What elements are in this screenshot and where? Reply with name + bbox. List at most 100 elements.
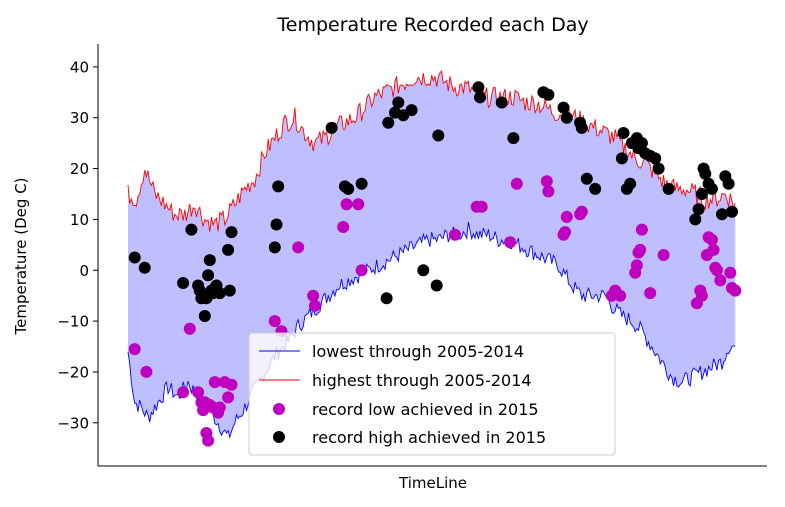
- x-axis-label: TimeLine: [398, 474, 467, 492]
- y-tick-label: 0: [79, 262, 89, 280]
- record-low-point: [634, 243, 647, 256]
- record-low-point: [352, 198, 365, 211]
- record-low-point: [140, 365, 153, 378]
- record-high-point: [722, 177, 735, 190]
- record-high-point: [615, 152, 628, 165]
- record-low-point: [695, 289, 708, 302]
- record-low-point: [202, 434, 215, 447]
- record-high-point: [417, 264, 430, 277]
- record-high-point: [268, 241, 281, 254]
- record-high-point: [392, 96, 405, 109]
- record-high-point: [560, 111, 573, 124]
- record-low-point: [292, 241, 305, 254]
- record-low-point: [192, 386, 205, 399]
- record-high-point: [689, 213, 702, 226]
- record-low-point: [560, 210, 573, 223]
- record-high-point: [652, 162, 665, 175]
- record-high-point: [225, 226, 238, 239]
- y-tick-label: 20: [70, 160, 89, 178]
- record-low-point: [268, 315, 281, 328]
- record-high-point: [580, 172, 593, 185]
- record-low-point: [635, 223, 648, 236]
- record-high-point: [185, 223, 198, 236]
- record-low-point: [575, 205, 588, 218]
- record-high-point: [635, 137, 648, 150]
- legend-label-record-high: record high achieved in 2015: [312, 428, 546, 447]
- record-low-point: [213, 401, 226, 414]
- record-high-point: [692, 203, 705, 216]
- y-tick-label: 40: [70, 58, 89, 76]
- record-low-point: [644, 287, 657, 300]
- record-low-point: [711, 264, 723, 277]
- record-low-point: [225, 378, 238, 391]
- record-low-point: [707, 243, 720, 256]
- record-high-point: [430, 279, 443, 292]
- record-low-point: [504, 236, 517, 249]
- record-low-point: [614, 289, 627, 302]
- record-low-point: [340, 198, 353, 211]
- record-high-point: [380, 292, 393, 305]
- record-low-point: [714, 274, 727, 287]
- record-high-point: [624, 177, 637, 190]
- record-high-point: [495, 96, 508, 109]
- y-tick-label: 10: [70, 211, 89, 229]
- record-high-point: [474, 91, 486, 104]
- legend-label-high-line: highest through 2005-2014: [312, 371, 532, 390]
- record-high-point: [649, 152, 662, 165]
- y-ticks: −30 −20 −10 0 10 20 30 40: [57, 58, 98, 432]
- record-high-point: [695, 188, 708, 200]
- record-high-point: [575, 121, 588, 134]
- record-high-point: [589, 182, 602, 195]
- record-high-point: [202, 269, 215, 282]
- record-high-point: [382, 116, 395, 129]
- record-high-point: [617, 127, 630, 139]
- record-high-point: [213, 287, 226, 300]
- record-low-point: [177, 386, 190, 399]
- y-axis-label: Temperature (Deg C): [12, 177, 30, 335]
- legend-swatch-record-high: [273, 431, 285, 443]
- y-tick-label: −20: [57, 363, 89, 381]
- chart-title: Temperature Recorded each Day: [276, 14, 588, 36]
- y-tick-label: 30: [70, 109, 89, 127]
- record-high-point: [557, 101, 570, 114]
- y-tick-label: −30: [57, 414, 89, 432]
- record-high-point: [507, 132, 520, 145]
- record-high-point: [223, 284, 236, 297]
- record-low-point: [510, 177, 523, 190]
- record-low-point: [449, 228, 461, 241]
- record-high-point: [726, 205, 738, 218]
- y-tick-label: −10: [57, 313, 89, 331]
- record-high-point: [705, 182, 718, 195]
- record-low-point: [307, 289, 320, 302]
- record-high-point: [272, 180, 285, 193]
- record-high-point: [405, 104, 418, 117]
- record-low-point: [724, 266, 737, 279]
- record-high-point: [222, 243, 235, 256]
- legend-box: [248, 332, 616, 456]
- record-high-point: [716, 208, 728, 221]
- record-low-point: [657, 249, 670, 261]
- record-high-point: [472, 81, 485, 94]
- record-low-point: [208, 376, 221, 389]
- record-low-point: [540, 175, 553, 188]
- record-high-point: [699, 167, 712, 180]
- record-high-point: [177, 277, 190, 289]
- record-high-point: [432, 129, 445, 142]
- record-low-point: [559, 226, 572, 239]
- record-high-point: [128, 251, 141, 264]
- record-high-point: [662, 182, 675, 195]
- record-low-point: [355, 264, 368, 277]
- record-high-point: [342, 182, 355, 195]
- record-low-point: [705, 233, 718, 246]
- record-low-point: [308, 299, 321, 312]
- record-high-point: [198, 310, 211, 322]
- legend-label-record-low: record low achieved in 2015: [312, 400, 539, 419]
- record-low-point: [630, 259, 643, 272]
- legend-label-low-line: lowest through 2005-2014: [312, 342, 524, 361]
- record-high-point: [270, 218, 283, 231]
- series-line-lowest: [127, 222, 736, 439]
- record-low-point: [542, 185, 555, 198]
- record-low-point: [183, 322, 196, 335]
